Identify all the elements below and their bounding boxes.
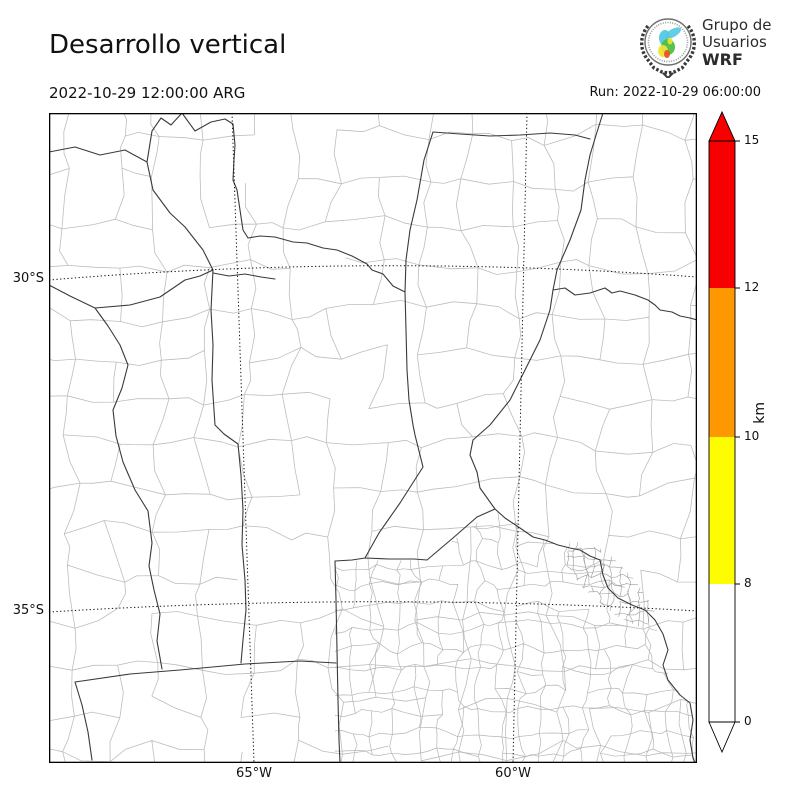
map-background [49, 113, 697, 763]
colorbar-segment-3 [709, 584, 735, 722]
page-title: Desarrollo vertical [49, 30, 287, 60]
wrf-logo-text: Grupo de Usuarios WRF [702, 16, 772, 69]
colorbar-units-label: km [752, 402, 768, 424]
lon-label-65w: 65°W [236, 766, 272, 781]
radar-blob-icon [664, 50, 670, 58]
colorbar [708, 110, 740, 754]
colorbar-extend-lower-arrow [708, 721, 736, 754]
run-time-label: Run: 2022-10-29 06:00:00 [589, 85, 761, 100]
mesh-departments-buenos-aires [335, 509, 697, 763]
colorbar-segment-0 [709, 141, 735, 288]
colorbar-extend-upper-arrow [708, 110, 736, 142]
lat-label-35s: 35°S [12, 603, 44, 618]
laurel-base-icon [662, 72, 674, 78]
colorbar-tick-0: 0 [744, 714, 752, 728]
wrf-logo-emblem-icon [640, 18, 696, 78]
lon-label-60w: 60°W [495, 766, 531, 781]
lat-label-30s: 30°S [12, 271, 44, 286]
logo-text-line2: Usuarios [702, 33, 767, 51]
logo-text-line1: Grupo de [702, 16, 772, 34]
map-canvas [49, 113, 697, 763]
colorbar-segment-2 [709, 437, 735, 584]
colorbar-tick-12: 12 [744, 280, 760, 294]
wrf-users-group-logo: Grupo de Usuarios WRF [636, 6, 796, 78]
radar-blob-icon [667, 37, 673, 45]
valid-time-label: 2022-10-29 12:00:00 ARG [49, 84, 246, 102]
graticule-line-2 [231, 113, 255, 763]
colorbar-tick-8: 8 [744, 576, 752, 590]
map-frame [49, 113, 697, 763]
graticule-line-3 [512, 113, 528, 763]
colorbar-tick-10: 10 [744, 429, 760, 443]
province-boundaries [49, 113, 697, 763]
colorbar-segment-1 [709, 288, 735, 437]
colorbar-outline [708, 140, 736, 723]
seal-ring-text [647, 21, 689, 63]
mesh-departments-coarse [49, 113, 697, 763]
colorbar-tick-15: 15 [744, 133, 760, 147]
logo-text-line3: WRF [702, 50, 743, 69]
laurel-wreath-icon [640, 24, 696, 75]
